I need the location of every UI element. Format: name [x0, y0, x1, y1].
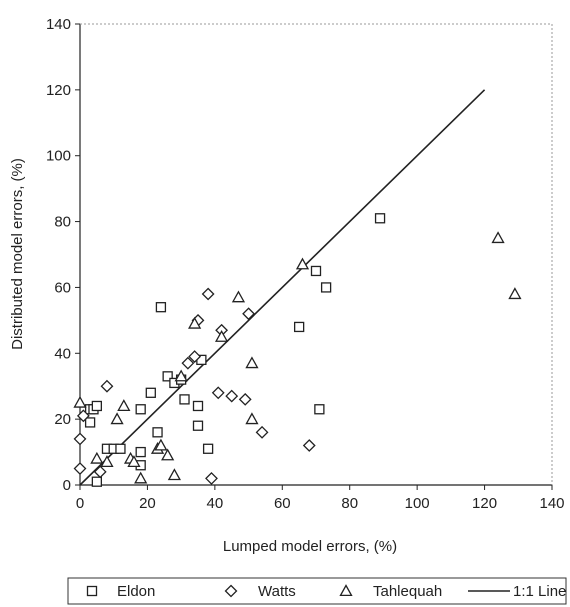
- eldon-point: [179, 394, 190, 405]
- eldon-point: [84, 417, 96, 428]
- watts-point: [93, 465, 107, 479]
- watts-point: [201, 287, 215, 301]
- legend-label-tahlequah: Tahlequah: [373, 583, 442, 600]
- eldon-point: [162, 371, 173, 382]
- eldon-point: [91, 476, 103, 487]
- eldon-point: [192, 400, 204, 412]
- tahlequah-point: [154, 438, 168, 451]
- watts-point: [238, 392, 252, 406]
- watts-point: [73, 432, 87, 446]
- watts-point: [100, 379, 114, 393]
- tahlequah-point: [508, 287, 522, 300]
- y-tick-label: 40: [54, 345, 71, 362]
- x-tick-label: 120: [472, 495, 497, 512]
- tahlequah-point: [188, 316, 202, 329]
- y-tick-label: 120: [46, 82, 71, 99]
- x-axis-title: Lumped model errors, (%): [223, 538, 397, 555]
- x-tick-label: 40: [207, 495, 224, 512]
- eldon-point: [145, 387, 156, 398]
- eldon-point: [135, 404, 146, 415]
- watts-point: [73, 462, 87, 475]
- y-axis-title: Distributed model errors, (%): [9, 158, 26, 350]
- legend-label-eldon: Eldon: [117, 583, 155, 600]
- x-tick-label: 80: [341, 495, 358, 512]
- x-tick-label: 140: [539, 495, 564, 512]
- eldon-point: [135, 446, 146, 458]
- tahlequah-point: [110, 412, 124, 425]
- y-tick-label: 20: [54, 411, 71, 428]
- one-to-one-line: [79, 89, 486, 486]
- tahlequah-point: [231, 290, 246, 303]
- eldon-point: [115, 443, 126, 454]
- tahlequah-point: [214, 329, 229, 342]
- one-to-one-line-layer: [79, 89, 486, 486]
- eldon-point: [192, 420, 204, 431]
- eldon-point: [293, 321, 305, 333]
- legend: Eldon Watts Tahlequah 1:1 Line: [67, 577, 567, 605]
- y-tick-label: 140: [46, 16, 71, 33]
- tahlequah-point: [491, 231, 505, 244]
- eldon-point: [310, 265, 322, 277]
- eldon-point: [374, 213, 386, 224]
- y-tick-label: 60: [54, 279, 71, 296]
- legend-marker-eldon: [86, 585, 98, 597]
- eldon-point: [155, 302, 167, 313]
- y-tick-label: 100: [46, 148, 71, 165]
- x-tick-label: 20: [139, 495, 156, 512]
- tahlequah-point: [295, 257, 310, 270]
- legend-label-1-1-line: 1:1 Line: [513, 583, 566, 600]
- y-tick-label: 80: [54, 214, 71, 231]
- tahlequah-point: [167, 468, 182, 481]
- x-tick-label: 60: [274, 495, 291, 512]
- watts-point: [242, 307, 255, 321]
- watts-point: [76, 409, 90, 423]
- eldon-point: [91, 400, 103, 412]
- tahlequah-point: [174, 369, 188, 382]
- watts-point: [302, 439, 316, 452]
- y-axis-ticks: 0 20 40 60 80 100 120 140: [46, 16, 80, 494]
- data-markers: [73, 213, 522, 487]
- tahlequah-point: [161, 448, 175, 461]
- x-tick-label: 100: [405, 495, 430, 512]
- eldon-point: [314, 404, 325, 415]
- watts-point: [255, 425, 269, 439]
- watts-point: [205, 471, 218, 485]
- watts-point: [225, 389, 239, 403]
- legend-label-watts: Watts: [258, 583, 296, 600]
- tahlequah-point: [117, 399, 131, 412]
- tahlequah-point: [73, 395, 87, 408]
- tahlequah-point: [100, 455, 114, 468]
- eldon-point: [202, 443, 214, 454]
- tahlequah-point: [90, 451, 104, 464]
- legend-marker-watts: [224, 584, 238, 598]
- tahlequah-point: [134, 471, 148, 484]
- legend-box: [67, 577, 567, 605]
- watts-point: [181, 356, 195, 370]
- x-axis-ticks: 0 20 40 60 80 100 120 140: [76, 485, 565, 512]
- eldon-point: [320, 282, 332, 293]
- plot-frame: [79, 23, 553, 486]
- tahlequah-point: [245, 412, 259, 425]
- y-tick-label: 0: [63, 477, 71, 494]
- tahlequah-point: [127, 455, 141, 468]
- eldon-point: [152, 427, 163, 438]
- x-tick-label: 0: [76, 495, 84, 512]
- watts-point: [188, 350, 202, 363]
- tahlequah-point: [245, 356, 259, 369]
- watts-point: [211, 386, 225, 400]
- legend-marker-tahlequah: [339, 584, 353, 597]
